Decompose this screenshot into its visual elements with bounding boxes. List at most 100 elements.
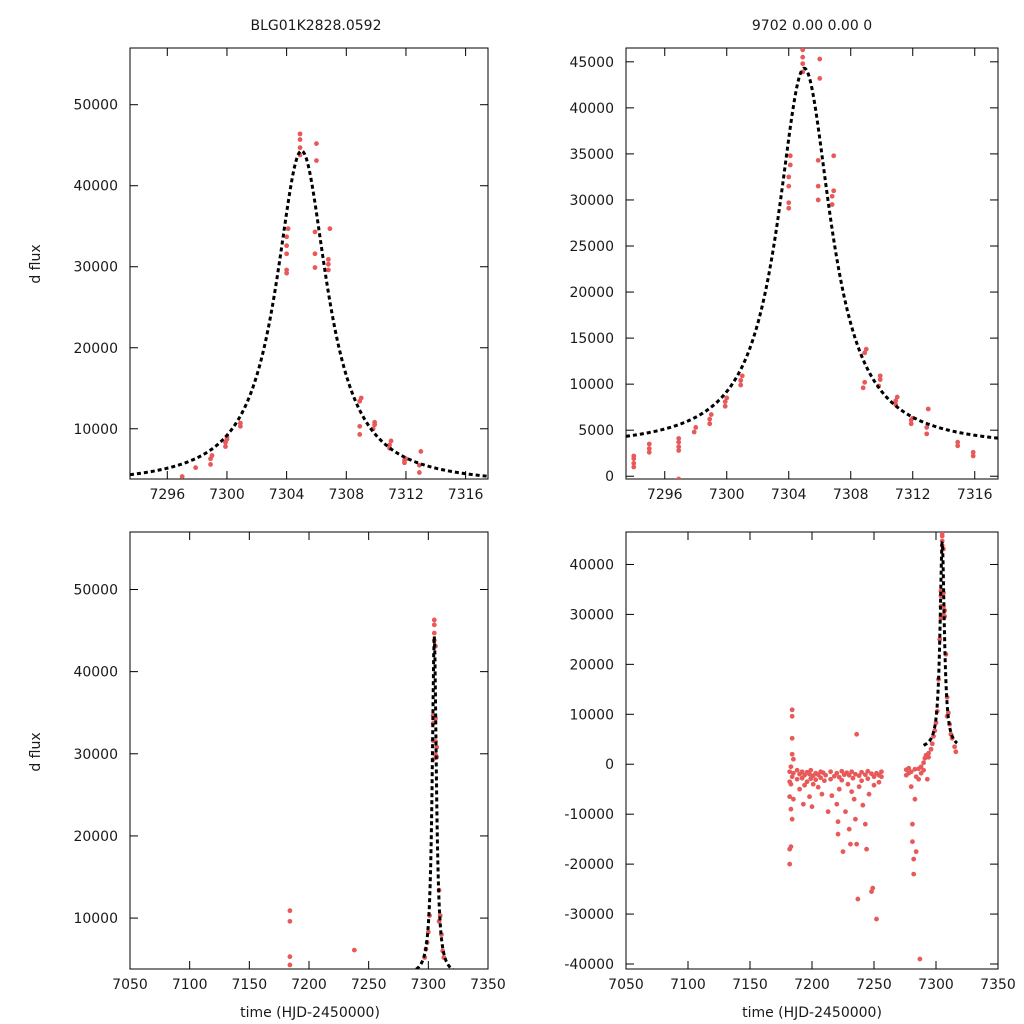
data-point bbox=[357, 432, 363, 437]
data-point bbox=[314, 141, 319, 146]
data-point bbox=[786, 174, 792, 180]
x-tick-label: 7150 bbox=[732, 977, 768, 993]
data-point bbox=[818, 775, 824, 781]
data-point bbox=[418, 449, 424, 454]
data-point bbox=[893, 398, 899, 404]
title-left: BLG01K2828.0592 bbox=[251, 18, 382, 34]
data-point bbox=[879, 769, 884, 775]
data-point bbox=[970, 453, 976, 459]
data-point bbox=[800, 801, 806, 807]
data-point bbox=[312, 265, 318, 270]
data-point bbox=[372, 419, 378, 425]
data-point bbox=[676, 444, 682, 450]
data-point bbox=[788, 781, 794, 787]
x-tick-label: 7050 bbox=[112, 977, 148, 993]
data-point bbox=[829, 193, 835, 199]
data-point bbox=[325, 267, 331, 273]
model-curve bbox=[626, 66, 998, 440]
data-point bbox=[862, 350, 868, 356]
data-point bbox=[297, 145, 303, 151]
y-tick-label: 20000 bbox=[569, 285, 614, 301]
data-point bbox=[843, 809, 848, 815]
data-point bbox=[815, 197, 821, 203]
data-point bbox=[800, 48, 806, 53]
data-point bbox=[799, 769, 805, 775]
y-tick-label: 15000 bbox=[569, 331, 614, 347]
data-point bbox=[287, 954, 293, 960]
title-right: 9702 0.00 0.00 0 bbox=[752, 18, 872, 34]
data-point bbox=[631, 464, 637, 470]
data-point bbox=[800, 61, 806, 67]
data-point bbox=[325, 257, 331, 262]
y-tick-label: 35000 bbox=[569, 147, 614, 163]
y-tick-label: 40000 bbox=[569, 101, 614, 117]
data-point bbox=[910, 821, 915, 827]
data-point bbox=[921, 767, 926, 773]
data-point bbox=[358, 395, 364, 401]
data-point bbox=[921, 760, 926, 766]
data-point bbox=[864, 846, 869, 852]
data-point bbox=[866, 791, 872, 797]
data-point bbox=[788, 844, 794, 850]
data-point bbox=[786, 205, 792, 211]
x-tick-label: 7308 bbox=[328, 487, 364, 503]
data-point bbox=[849, 769, 855, 775]
data-point bbox=[284, 251, 290, 257]
y-tick-label: 30000 bbox=[73, 260, 118, 276]
data-point bbox=[676, 436, 682, 441]
x-tick-label: 7304 bbox=[771, 487, 807, 503]
data-point bbox=[911, 856, 917, 862]
data-point bbox=[314, 158, 319, 164]
data-point bbox=[912, 766, 918, 772]
plot-frame bbox=[625, 47, 999, 480]
data-point bbox=[860, 802, 866, 808]
data-point bbox=[789, 713, 795, 719]
data-point bbox=[789, 735, 795, 741]
data-point bbox=[862, 772, 868, 778]
ylabel-top: d flux bbox=[28, 244, 44, 283]
data-point bbox=[791, 770, 796, 776]
data-point bbox=[284, 243, 290, 249]
panel-bottom-right: 7050 7100 7150 7200 7250 7300 7350 -40000 -30000… bbox=[564, 531, 1016, 993]
data-point bbox=[691, 429, 697, 435]
data-point bbox=[431, 617, 437, 623]
y-tick-label: 30000 bbox=[73, 747, 118, 763]
data-point bbox=[815, 784, 821, 790]
data-point bbox=[859, 769, 864, 775]
data-point bbox=[953, 749, 959, 755]
data-point bbox=[794, 767, 800, 773]
data-point bbox=[287, 918, 293, 924]
data-point bbox=[955, 443, 961, 449]
data-point bbox=[179, 474, 185, 479]
y-tick-label: 40000 bbox=[569, 557, 614, 573]
data-point bbox=[312, 229, 318, 235]
data-point bbox=[859, 778, 864, 784]
y-tick-label: 0 bbox=[605, 469, 614, 485]
data-point bbox=[388, 438, 394, 444]
data-point bbox=[876, 779, 882, 785]
data-point bbox=[845, 781, 851, 787]
x-tick-label: 7316 bbox=[448, 487, 484, 503]
x-tick-label: 7316 bbox=[957, 487, 993, 503]
data-point bbox=[854, 841, 860, 847]
data-point bbox=[910, 839, 915, 845]
x-tick-label: 7200 bbox=[291, 977, 327, 993]
data-point bbox=[791, 796, 796, 802]
data-point bbox=[707, 416, 713, 422]
data-point bbox=[846, 826, 852, 832]
data-point bbox=[834, 801, 840, 807]
data-point bbox=[707, 421, 713, 427]
x-tick-label: 7300 bbox=[209, 487, 245, 503]
data-point bbox=[828, 769, 833, 775]
data-point bbox=[287, 962, 293, 968]
data-point bbox=[646, 441, 652, 447]
data-point bbox=[284, 234, 290, 240]
x-tick-label: 7296 bbox=[647, 487, 683, 503]
data-point bbox=[325, 261, 331, 267]
data-point bbox=[829, 793, 835, 799]
data-point bbox=[913, 849, 919, 855]
model-curve bbox=[922, 540, 959, 747]
data-point bbox=[874, 916, 879, 922]
data-point bbox=[851, 796, 857, 802]
